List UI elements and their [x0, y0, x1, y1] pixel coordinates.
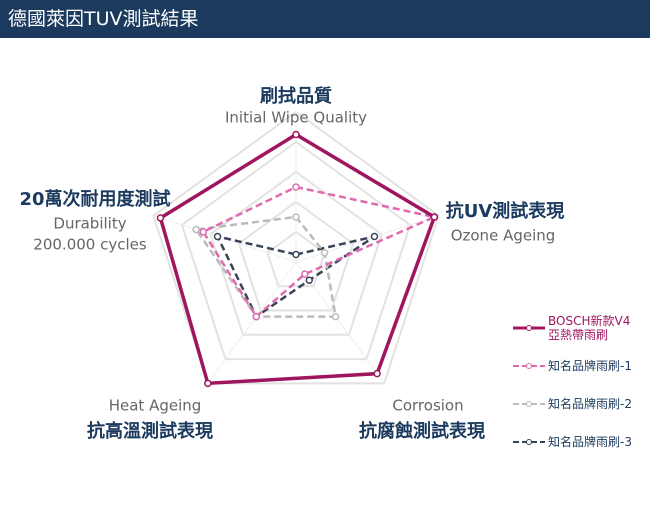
series-point	[213, 232, 222, 241]
axis-sublabel: Heat Ageing	[109, 397, 202, 415]
series-line	[201, 185, 439, 319]
series-point	[301, 270, 309, 278]
series-line	[158, 132, 437, 386]
grid-ring	[152, 110, 440, 385]
series-point	[331, 312, 340, 321]
grid-ring	[237, 200, 355, 312]
legend-label: 知名品牌雨刷-3	[548, 435, 632, 449]
legend-marker	[526, 363, 532, 369]
series-line	[215, 234, 376, 319]
series-point	[320, 248, 329, 257]
axis-sublabel: Initial Wipe Quality	[225, 109, 367, 127]
axis-sublabel: Corrosion	[392, 397, 463, 415]
series-point	[292, 213, 300, 221]
axis-line	[207, 261, 297, 384]
series-point	[156, 214, 165, 222]
series-point	[292, 250, 300, 259]
series-point	[370, 232, 379, 241]
series-point	[192, 225, 200, 234]
axis-sublabel: Durability	[53, 215, 126, 233]
legend-label: 知名品牌雨刷-2	[548, 397, 632, 411]
header-title: 德國萊因TUV測試結果	[0, 0, 650, 38]
series-point	[292, 183, 300, 191]
legend-marker	[526, 325, 532, 331]
grid-ring	[209, 170, 383, 336]
legend-marker	[526, 439, 532, 445]
grid-ring	[180, 140, 412, 361]
legend-label: BOSCH新款V4 亞熱帶雨刷	[548, 314, 631, 342]
series-point	[373, 369, 381, 378]
axis-label: 抗UV測試表現	[446, 200, 565, 222]
series-point	[204, 379, 212, 388]
axis-label: 刷拭品質	[260, 85, 332, 107]
axis-label: 20萬次耐用度測試	[19, 188, 170, 210]
series-point	[199, 228, 208, 236]
series-point	[252, 312, 261, 321]
legend-marker	[526, 401, 532, 407]
axis-sublabel: Ozone Ageing	[451, 227, 556, 245]
axis-label: 抗腐蝕測試表現	[359, 420, 485, 442]
axis-line	[295, 215, 439, 263]
series-point	[430, 213, 439, 221]
series-point	[292, 130, 300, 139]
series-point	[305, 276, 313, 284]
axis-sublabel: 200.000 cycles	[33, 236, 147, 254]
series-line	[193, 215, 338, 318]
axis-label: 抗高溫測試表現	[87, 420, 213, 442]
legend-label: 知名品牌雨刷-1	[548, 359, 632, 373]
